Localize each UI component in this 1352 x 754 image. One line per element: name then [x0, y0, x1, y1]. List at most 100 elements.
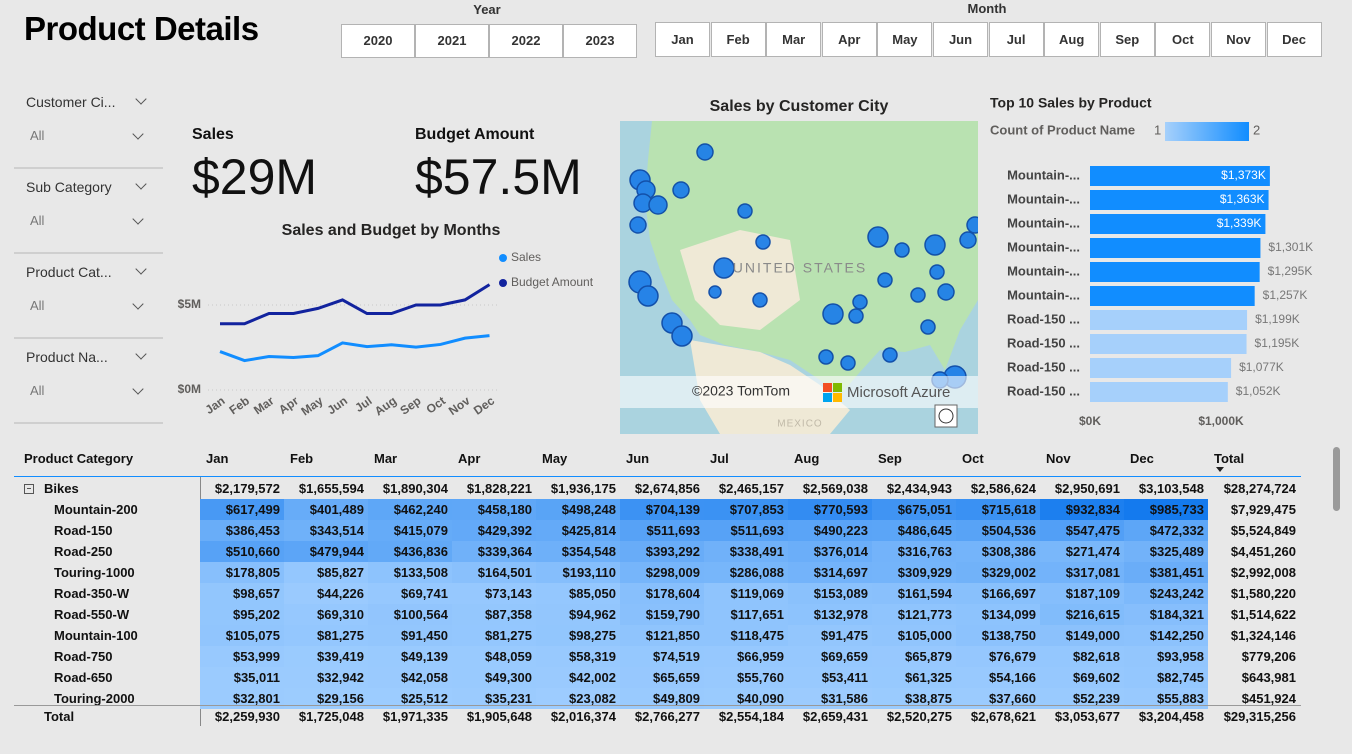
month-button[interactable]: Aug — [1044, 22, 1100, 57]
total-rule — [14, 705, 1301, 706]
cell: $779,206 — [1241, 649, 1296, 664]
bar — [1090, 214, 1266, 234]
cell: $134,099 — [956, 604, 1040, 625]
month-button[interactable]: Mar — [766, 22, 822, 57]
feedback-button[interactable] — [934, 404, 958, 428]
map-bubble — [959, 231, 977, 249]
bar — [1090, 262, 1260, 282]
cell: $161,594 — [872, 583, 956, 604]
column-header[interactable]: Total — [1214, 451, 1245, 466]
cell: $184,321 — [1124, 604, 1208, 625]
cell: $458,180 — [452, 499, 536, 520]
y-tick-label: Mountain-... — [1007, 263, 1080, 278]
column-header[interactable]: Aug — [794, 451, 820, 466]
feedback-icon — [938, 408, 954, 424]
collapse-icon[interactable] — [24, 484, 34, 494]
cell: $58,319 — [536, 646, 620, 667]
cell: $675,051 — [872, 499, 956, 520]
cell: $53,999 — [200, 646, 284, 667]
column-header[interactable]: Sep — [878, 451, 902, 466]
month-button[interactable]: Oct — [1155, 22, 1211, 57]
cell: $105,075 — [200, 625, 284, 646]
row-label: Road-650 — [54, 670, 113, 685]
cell: $451,924 — [1241, 691, 1296, 706]
map-bubble — [822, 303, 844, 325]
cell: $38,875 — [872, 688, 956, 709]
month-button[interactable]: Jun — [933, 22, 988, 57]
filter-value[interactable]: All — [30, 383, 45, 398]
cell: $153,089 — [788, 583, 872, 604]
cell: $479,944 — [284, 541, 368, 562]
cell: $35,011 — [200, 667, 284, 688]
column-header[interactable]: Jan — [206, 451, 229, 466]
bar — [1090, 310, 1248, 330]
column-header[interactable]: Jul — [710, 451, 729, 466]
cell: $29,156 — [284, 688, 368, 709]
y-tick-label: Road-150 ... — [1007, 359, 1080, 374]
year-button[interactable]: 2022 — [489, 24, 563, 58]
month-button[interactable]: Nov — [1211, 22, 1266, 57]
year-button[interactable]: 2023 — [563, 24, 637, 58]
cell: $1,725,048 — [298, 709, 364, 724]
cell: $42,058 — [368, 667, 452, 688]
cell: $53,411 — [788, 667, 872, 688]
column-header[interactable]: Apr — [458, 451, 481, 466]
cell: $69,659 — [788, 646, 872, 667]
x-tick-label: Feb — [227, 394, 253, 418]
month-button[interactable]: Jul — [988, 22, 1044, 57]
column-header[interactable]: Nov — [1046, 451, 1071, 466]
cell: $39,419 — [284, 646, 368, 667]
header-underline — [14, 476, 1301, 477]
x-tick-label: Nov — [446, 393, 473, 418]
cell: $119,069 — [704, 583, 788, 604]
cell: $298,009 — [620, 562, 704, 583]
x-tick-label: Aug — [372, 394, 399, 419]
cell: $2,259,930 — [214, 709, 280, 724]
column-header[interactable]: May — [542, 451, 568, 466]
row-label: Total — [44, 709, 75, 724]
cell: $69,602 — [1040, 667, 1124, 688]
filter-value[interactable]: All — [30, 128, 45, 143]
cell: $317,081 — [1040, 562, 1124, 583]
filter-value[interactable]: All — [30, 298, 45, 313]
map-bubble — [937, 283, 955, 301]
scrollbar[interactable] — [1333, 447, 1340, 511]
month-button[interactable]: May — [877, 22, 933, 57]
cell: $511,693 — [620, 520, 704, 541]
month-button[interactable]: Apr — [821, 22, 877, 57]
row-label: Road-150 — [54, 523, 113, 538]
cell: $94,962 — [536, 604, 620, 625]
cell: $44,226 — [284, 583, 368, 604]
column-header[interactable]: Mar — [374, 451, 398, 466]
x-tick-label: Dec — [471, 393, 497, 417]
value-label: $1,301K — [1268, 240, 1313, 254]
year-button[interactable]: 2021 — [415, 24, 489, 58]
cell: $82,745 — [1124, 667, 1208, 688]
month-button[interactable]: Jan — [655, 22, 710, 57]
filter-value[interactable]: All — [30, 213, 45, 228]
cell: $95,202 — [200, 604, 284, 625]
month-button[interactable]: Dec — [1266, 22, 1322, 57]
month-button[interactable]: Feb — [710, 22, 766, 57]
cell: $393,292 — [620, 541, 704, 562]
sort-indicator — [1216, 467, 1224, 472]
cell: $338,491 — [704, 541, 788, 562]
column-header[interactable]: Product Category — [24, 451, 134, 466]
cell: $66,959 — [704, 646, 788, 667]
column-header[interactable]: Oct — [962, 451, 984, 466]
column-header[interactable]: Jun — [626, 451, 650, 466]
cell: $178,604 — [620, 583, 704, 604]
cell: $386,453 — [200, 520, 284, 541]
cell: $82,618 — [1040, 646, 1124, 667]
column-header[interactable]: Feb — [290, 451, 314, 466]
slicer-title: Month — [967, 1, 1007, 16]
map-bubble — [637, 285, 659, 307]
column-header[interactable]: Dec — [1130, 451, 1154, 466]
cell: $2,465,157 — [718, 481, 784, 496]
x-tick-label: Jun — [325, 394, 351, 418]
month-button[interactable]: Sep — [1099, 22, 1155, 57]
cell: $87,358 — [452, 604, 536, 625]
row-label: Road-750 — [54, 649, 113, 664]
y-tick-label: Road-150 ... — [1007, 311, 1080, 326]
year-button[interactable]: 2020 — [341, 24, 415, 58]
